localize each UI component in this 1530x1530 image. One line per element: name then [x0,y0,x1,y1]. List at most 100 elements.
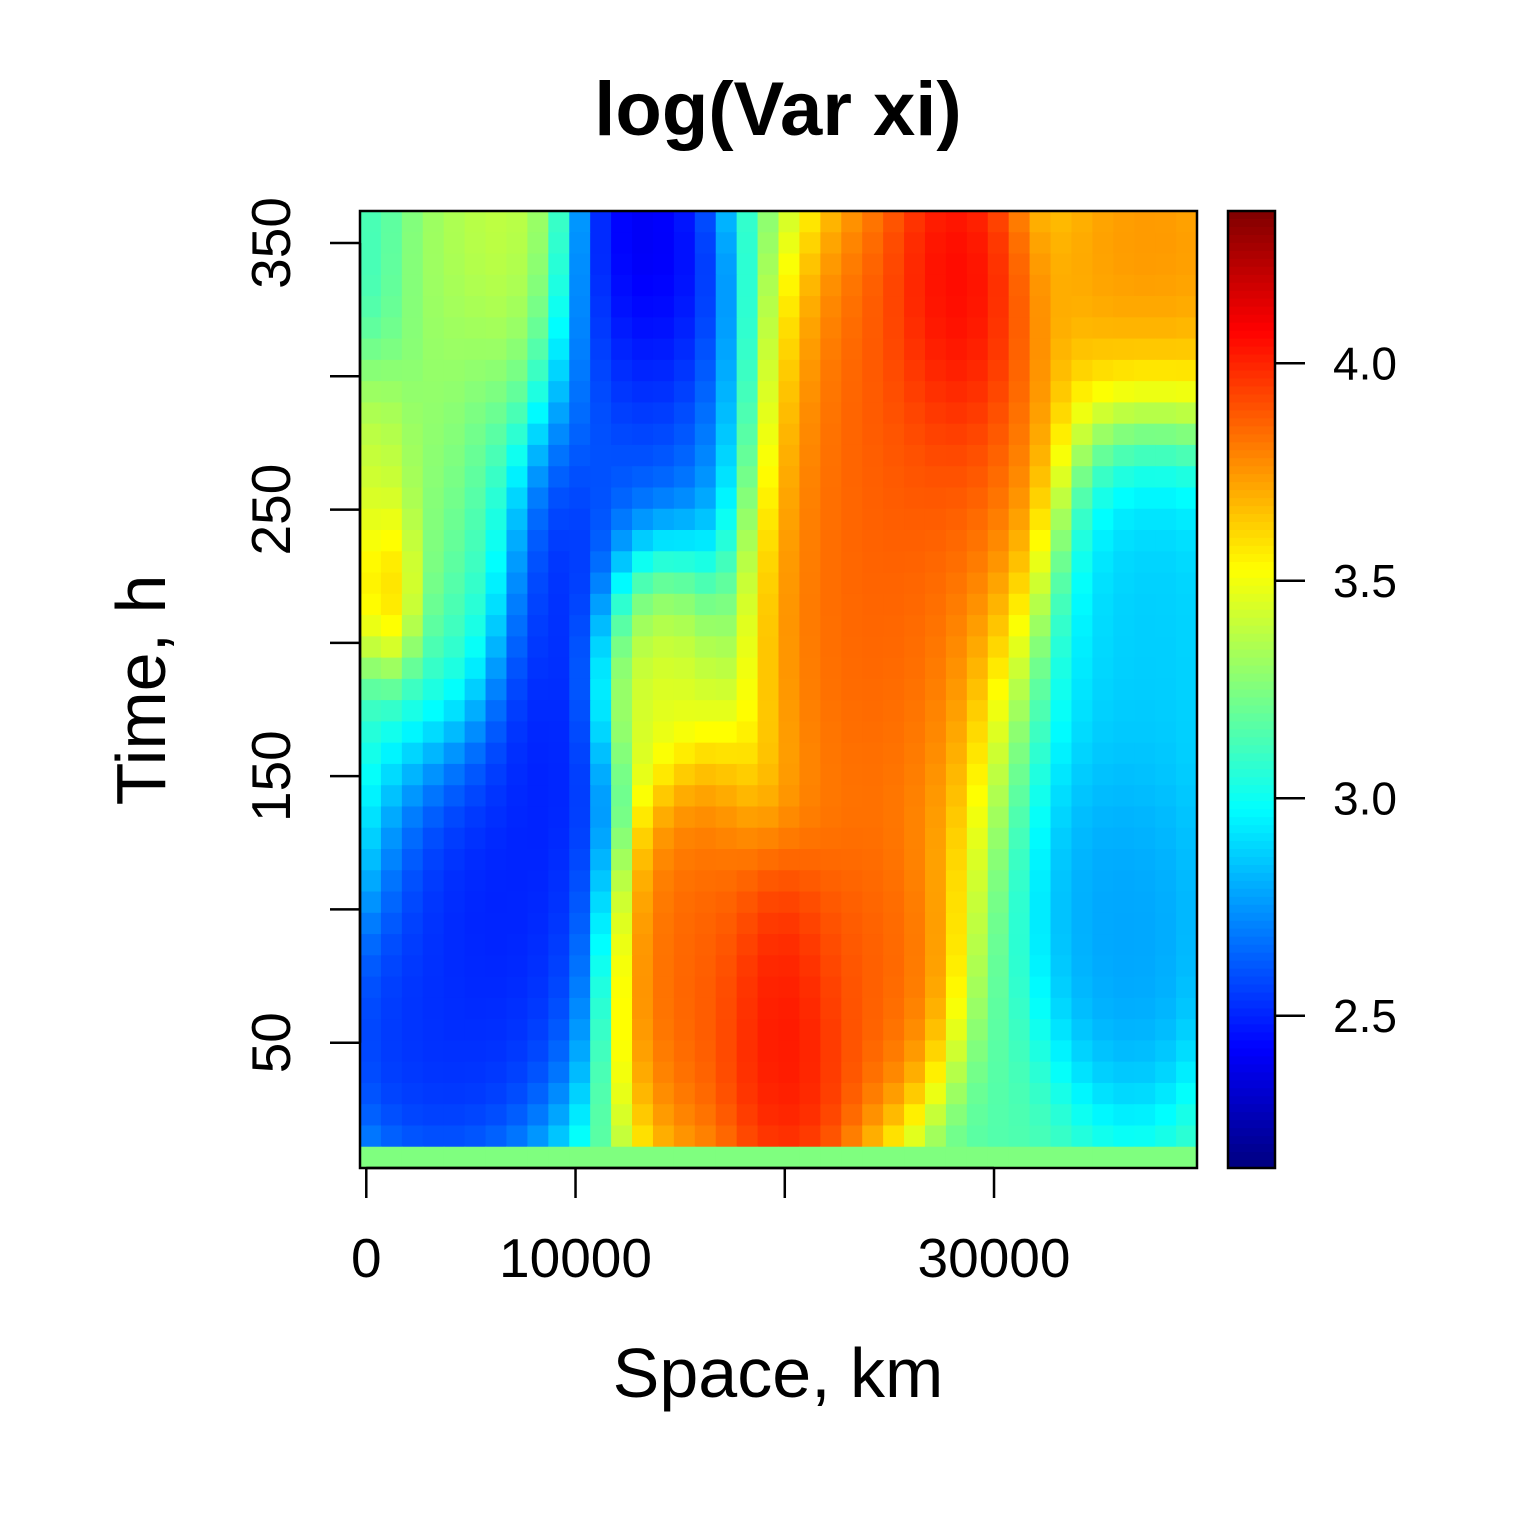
heatmap-cell [945,1061,968,1084]
heatmap-cell [464,402,487,425]
heatmap-cell [485,1125,508,1148]
heatmap-cell [443,211,466,233]
heatmap-cell [820,1019,842,1041]
heatmap-cell [1113,317,1135,340]
heatmap-cell [548,211,570,233]
heatmap-cell [527,891,549,914]
heatmap-cell [757,1061,780,1084]
heatmap-cell [422,721,445,744]
heatmap-cell [485,870,508,893]
heatmap-cell [611,1040,633,1063]
heatmap-cell [673,1061,696,1084]
heatmap-cell [652,1040,675,1063]
heatmap-cell [1008,1146,1031,1169]
heatmap-cell [966,870,989,893]
heatmap-cell [820,466,842,489]
heatmap-cell [694,508,717,531]
heatmap-cell [548,976,570,999]
heatmap-cell [945,1146,968,1169]
heatmap-cell [569,1082,591,1105]
heatmap-cell [1155,700,1177,722]
heatmap-cell [569,423,591,446]
heatmap-cell [841,657,863,680]
heatmap-cell [715,551,738,574]
heatmap-cell [945,1040,968,1063]
heatmap-cell [1008,657,1031,680]
heatmap-cell [904,572,926,595]
heatmap-cell [820,955,842,978]
heatmap-cell [464,423,487,446]
heatmap-cell [422,1061,445,1084]
heatmap-cell [485,1061,508,1084]
heatmap-cell [548,1040,570,1063]
heatmap-cell [862,274,884,297]
heatmap-cell [422,487,445,510]
heatmap-cell [1176,912,1198,935]
heatmap-cell [1050,742,1073,765]
heatmap-cell [987,530,1010,552]
heatmap-cell [1113,381,1135,403]
heatmap-cell [778,849,801,871]
heatmap-cell [1092,636,1114,659]
heatmap-cell [945,827,968,850]
heatmap-cell [632,1061,654,1084]
heatmap-cell [1071,487,1093,510]
heatmap-cell [380,211,403,233]
heatmap-cell [506,296,529,318]
heatmap-cell [380,296,403,318]
heatmap-cell [736,466,759,489]
heatmap-cell [1155,891,1177,914]
heatmap-cell [799,338,821,361]
heatmap-cell [590,636,612,659]
heatmap-cell [527,444,549,467]
colorbar-segment [1228,1112,1275,1121]
heatmap-cell [1155,678,1177,701]
heatmap-cell [611,551,633,574]
heatmap-cell [632,849,654,871]
heatmap-cell [841,997,863,1020]
heatmap-cell [1092,955,1114,978]
heatmap-cell [527,359,549,382]
heatmap-cell [548,721,570,744]
heatmap-cell [1092,232,1114,255]
heatmap-cell [611,317,633,340]
heatmap-cell [632,657,654,680]
heatmap-cell [1071,1061,1093,1084]
heatmap-cell [611,211,633,233]
heatmap-cell [883,1040,905,1063]
heatmap-cell [820,912,842,935]
heatmap-cell [694,593,717,616]
heatmap-cell [360,1146,382,1169]
heatmap-cell [820,721,842,744]
heatmap-cell [778,827,801,850]
heatmap-cell [1029,338,1052,361]
colorbar-segment [1228,625,1275,635]
heatmap-cell [569,508,591,531]
heatmap-cell [1176,742,1198,765]
heatmap-cell [590,317,612,340]
heatmap-cell [757,1104,780,1127]
heatmap-cell [1008,891,1031,914]
colorbar-segment [1228,362,1275,372]
heatmap-cell [1092,381,1114,403]
heatmap-cell [443,444,466,467]
heatmap-cell [1029,742,1052,765]
heatmap-cell [464,636,487,659]
heatmap-cell [966,487,989,510]
colorbar-segment [1228,378,1275,388]
heatmap-cell [966,1146,989,1169]
heatmap-cell [1176,359,1198,382]
heatmap-cell [862,1125,884,1148]
heatmap-cell [862,1082,884,1105]
heatmap-cell [569,530,591,552]
heatmap-cell [799,211,821,233]
heatmap-cell [422,785,445,808]
heatmap-cell [1092,466,1114,489]
heatmap-cell [715,444,738,467]
heatmap-cell [380,636,403,659]
heatmap-cell [1092,1146,1114,1169]
heatmap-cell [694,700,717,722]
heatmap-cell [987,721,1010,744]
heatmap-cell [987,636,1010,659]
heatmap-cell [506,253,529,276]
